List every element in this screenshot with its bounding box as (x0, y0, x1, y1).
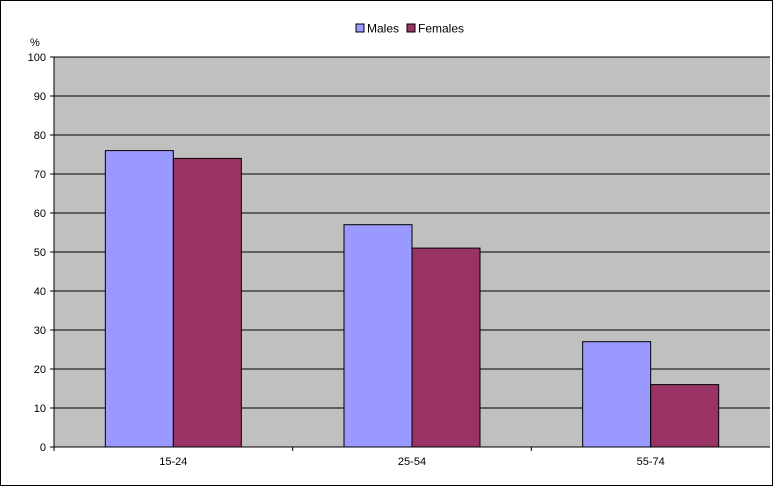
y-tick-label: 60 (34, 208, 46, 220)
bar-females-55-74 (650, 384, 720, 448)
bar-females-15-24 (172, 157, 242, 448)
bar-males-15-24 (104, 150, 174, 448)
y-tick-label: 30 (34, 325, 46, 337)
x-tick-label: 25-54 (398, 456, 426, 468)
y-tick-label: 0 (40, 442, 46, 454)
legend: Males Females (355, 22, 464, 36)
y-tick-label: 100 (28, 52, 46, 64)
y-axis-label: % (30, 37, 40, 49)
y-tick-label: 70 (34, 169, 46, 181)
bar-males-25-54 (343, 224, 413, 448)
bar-females-25-54 (411, 247, 481, 448)
legend-label-males: Males (367, 22, 399, 36)
x-tick-label: 15-24 (159, 456, 187, 468)
y-tick-labels: 0 10 20 30 40 50 60 70 80 90 100 (28, 52, 46, 454)
x-tick-label: 55-74 (637, 456, 665, 468)
y-tick-label: 20 (34, 364, 46, 376)
y-tick-label: 90 (34, 91, 46, 103)
y-tick-label: 40 (34, 286, 46, 298)
bar-males-55-74 (582, 341, 652, 448)
y-tick-label: 80 (34, 130, 46, 142)
legend-swatch-females (406, 23, 416, 33)
legend-swatch-males (355, 23, 365, 33)
bars-group (104, 150, 720, 448)
y-tick-label: 10 (34, 403, 46, 415)
y-tick-label: 50 (34, 247, 46, 259)
legend-label-females: Females (418, 22, 464, 36)
x-tick-labels: 15-24 25-54 55-74 (159, 456, 664, 468)
axes (50, 56, 770, 451)
